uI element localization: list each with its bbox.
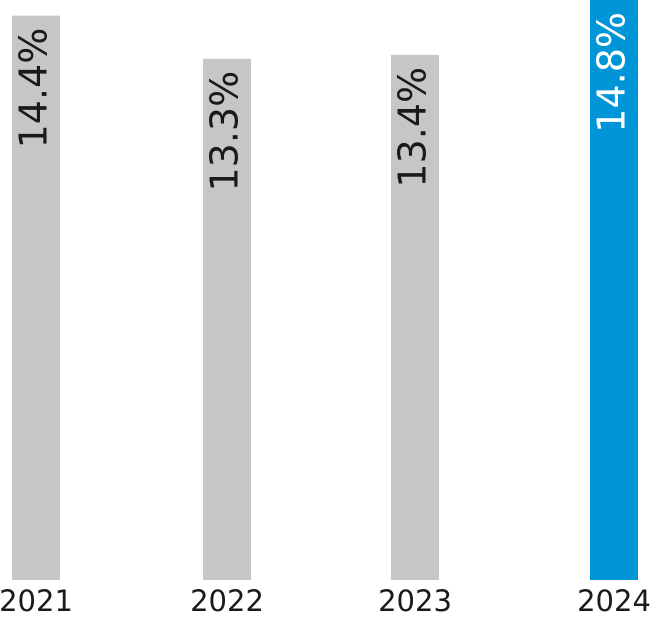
bar [203,58,251,580]
bar [391,54,439,580]
value-label: 13.4% [391,67,435,188]
x-tick-label: 2021 [0,584,73,617]
value-label: 14.8% [590,12,634,133]
value-label: 14.4% [12,28,56,149]
x-tick-label: 2024 [577,584,651,617]
bar [12,15,60,581]
x-tick-label: 2022 [190,584,264,617]
bar [590,0,638,580]
x-tick-label: 2023 [378,584,452,617]
value-label: 13.3% [203,71,247,192]
